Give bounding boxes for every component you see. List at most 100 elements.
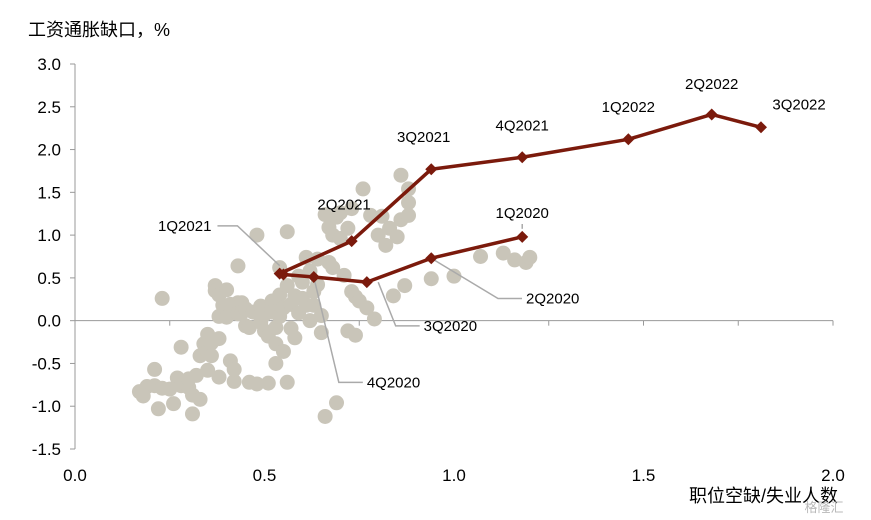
scatter-point xyxy=(329,395,345,411)
scatter-point xyxy=(287,330,303,346)
point-label: 3Q2020 xyxy=(424,318,477,335)
scatter-point xyxy=(249,376,265,392)
x-tick-label: 0.0 xyxy=(63,466,87,485)
point-label: 2Q2021 xyxy=(317,196,370,213)
scatter-point xyxy=(306,297,322,313)
scatter-point xyxy=(166,396,182,412)
scatter-point xyxy=(279,374,295,390)
scatter-point xyxy=(294,274,310,290)
scatter-point xyxy=(317,408,333,424)
scatter-point xyxy=(192,391,208,407)
y-tick-label: -0.5 xyxy=(32,354,61,373)
watermark-text: 格隆汇 xyxy=(804,500,843,515)
scatter-point xyxy=(184,406,200,422)
series-1-marker xyxy=(307,271,320,284)
scatter-point xyxy=(275,343,291,359)
scatter-point xyxy=(211,369,227,385)
scatter-point xyxy=(389,229,405,245)
annotation-leader-line xyxy=(430,257,523,300)
scatter-point xyxy=(317,207,333,223)
scatter-point xyxy=(522,249,538,265)
series-2-marker xyxy=(754,121,767,134)
y-axis-title: 工资通胀缺口，% xyxy=(28,20,170,40)
y-tick-label: 3.0 xyxy=(37,55,61,74)
point-label: 1Q2022 xyxy=(602,99,655,116)
scatter-point xyxy=(446,268,462,284)
scatter-point xyxy=(359,300,375,316)
series-2-marker xyxy=(425,163,438,176)
scatter-point xyxy=(347,327,363,343)
series-2-marker xyxy=(622,133,635,146)
scatter-point xyxy=(154,290,170,306)
scatter-point xyxy=(162,381,178,397)
y-tick-label: 1.5 xyxy=(37,183,61,202)
scatter-point xyxy=(393,167,409,183)
scatter-point xyxy=(385,288,401,304)
y-tick-label: 1.0 xyxy=(37,226,61,245)
scatter-point xyxy=(249,227,265,243)
annotation-leader-line xyxy=(313,276,363,384)
scatter-point xyxy=(332,231,348,247)
y-tick-label: 0.0 xyxy=(37,312,61,331)
annotation-leader-line xyxy=(377,281,420,327)
scatter-point xyxy=(302,313,318,329)
x-axis-title: 职位空缺/失业人数 xyxy=(689,486,838,506)
scatter-point xyxy=(378,237,394,253)
x-tick-label: 0.5 xyxy=(253,466,277,485)
scatter-point xyxy=(495,245,511,261)
scatter-point xyxy=(188,367,204,383)
scatter-point xyxy=(173,339,189,355)
scatter-point xyxy=(332,205,348,221)
scatter-point xyxy=(279,224,295,240)
point-label: 4Q2021 xyxy=(496,118,549,135)
point-label: 3Q2022 xyxy=(772,96,825,113)
series-2-line xyxy=(278,112,762,276)
scatter-point xyxy=(313,308,329,324)
scatter-point xyxy=(203,348,219,364)
series-1-marker xyxy=(360,276,373,289)
y-tick-label: -1.5 xyxy=(32,440,61,459)
scatter-point xyxy=(219,309,235,325)
scatter-point xyxy=(325,260,341,276)
scatter-point xyxy=(226,361,242,377)
point-label: 3Q2021 xyxy=(397,129,450,146)
y-tick-label: 2.5 xyxy=(37,98,61,117)
scatter-point xyxy=(401,207,417,223)
y-tick-label: -1.0 xyxy=(32,397,61,416)
scatter-point xyxy=(226,373,242,389)
scatter-point xyxy=(355,181,371,197)
point-label: 4Q2020 xyxy=(367,374,420,391)
x-tick-label: 2.0 xyxy=(821,466,845,485)
scatter-point xyxy=(507,252,523,268)
scatter-point xyxy=(279,278,295,294)
scatter-point xyxy=(366,311,382,327)
series-1-marker xyxy=(516,230,529,243)
series-2-marker xyxy=(273,267,286,280)
x-tick-label: 1.0 xyxy=(442,466,466,485)
scatter-point xyxy=(370,227,386,243)
series-2-marker xyxy=(705,108,718,121)
scatter-point xyxy=(260,375,276,391)
scatter-point xyxy=(147,361,163,377)
scatter-point xyxy=(241,320,257,336)
scatter-point xyxy=(340,220,356,236)
scatter-point xyxy=(344,201,360,217)
scatter-point xyxy=(423,271,439,287)
series-1-marker xyxy=(425,252,438,265)
scatter-point xyxy=(313,325,329,341)
y-tick-label: 2.0 xyxy=(37,141,61,160)
series-2-marker xyxy=(516,151,529,164)
scatter-point xyxy=(401,195,417,211)
annotation-leader-line xyxy=(217,225,281,267)
scatter-point xyxy=(219,282,235,298)
scatter-point xyxy=(135,388,151,404)
scatter-point xyxy=(473,249,489,264)
point-label: 1Q2020 xyxy=(496,205,549,222)
scatter-point xyxy=(200,362,216,378)
point-label: 1Q2021 xyxy=(158,218,211,235)
scatter-point xyxy=(230,258,246,274)
scatter-point xyxy=(397,278,413,294)
point-label: 2Q2020 xyxy=(526,291,579,308)
scatter-point xyxy=(268,355,284,371)
